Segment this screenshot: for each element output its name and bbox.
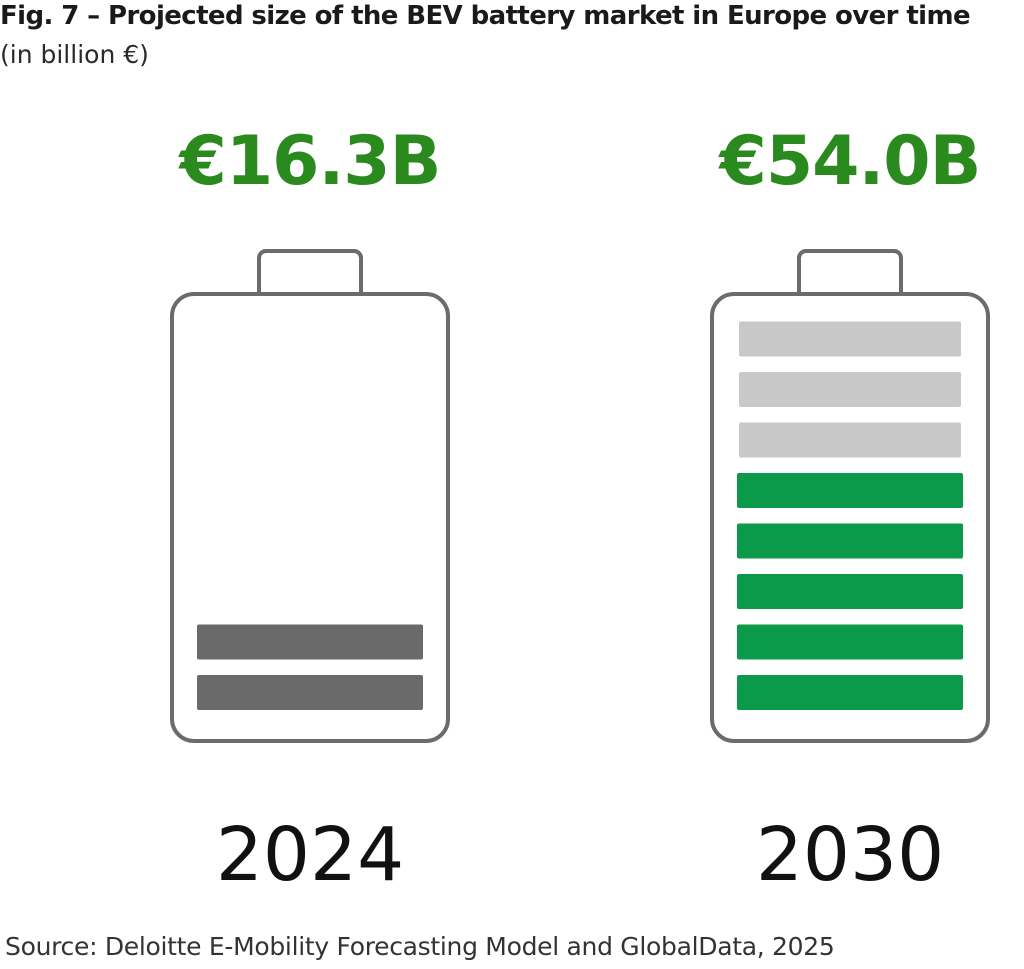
value-label-2024: €16.3B [178,122,441,201]
filled-segment-2030 [737,624,963,660]
source-note: Source: Deloitte E-Mobility Forecasting … [5,932,835,961]
empty-segment-2030 [739,321,961,357]
filled-segment-2024 [197,675,423,710]
empty-segment-2030 [739,422,961,458]
year-label-2030: 2030 [756,812,944,898]
filled-segment-2030 [737,523,963,559]
empty-segment-2030 [739,372,961,407]
battery-body-2024 [170,292,450,743]
year-label-2024: 2024 [216,812,404,898]
value-label-2030: €54.0B [718,122,981,201]
filled-segment-2030 [737,574,963,609]
filled-segment-2030 [737,675,963,710]
battery-chart: €16.3B 2024 €54.0B 2030 [170,122,990,898]
figure-title: Fig. 7 – Projected size of the BEV batte… [0,1,971,31]
filled-segment-2030 [737,473,963,508]
battery-body-2030 [710,292,990,743]
figure-subtitle: (in billion €) [0,40,149,69]
filled-segment-2024 [197,624,423,660]
